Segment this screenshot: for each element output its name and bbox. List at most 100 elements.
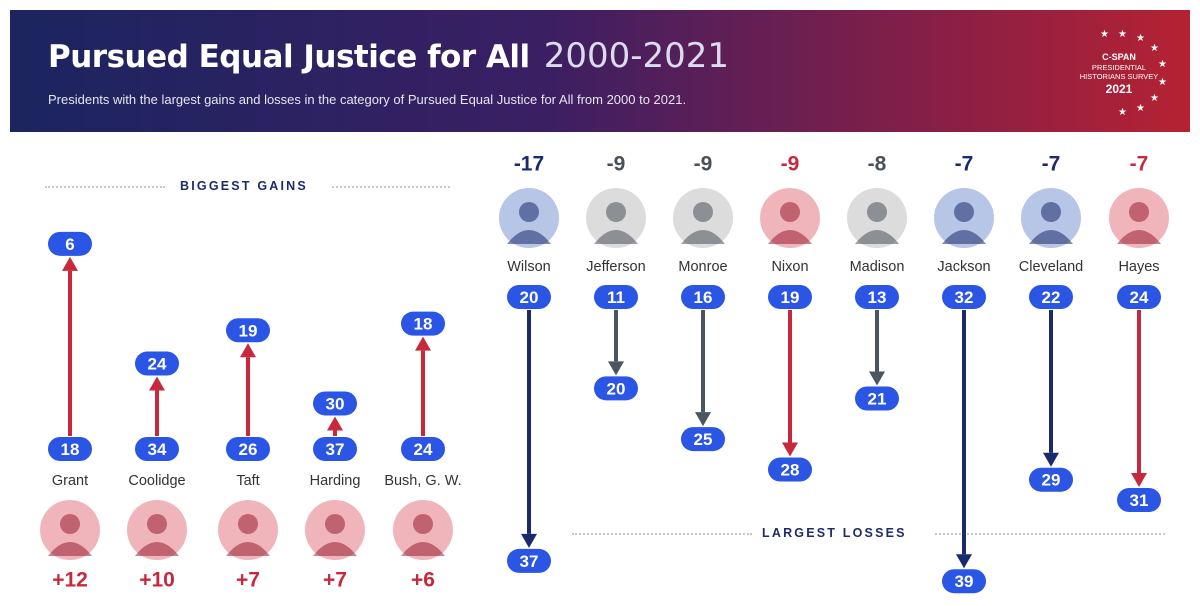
loss-president-name: Madison xyxy=(850,259,905,275)
loss-2021-rank-pill-value: 37 xyxy=(520,552,539,571)
loss-change-label: -9 xyxy=(781,153,800,176)
gains-section-label: BIGGEST GAINS xyxy=(170,179,318,193)
loss-arrow-head xyxy=(1043,452,1059,467)
loss-portrait xyxy=(847,188,907,248)
gain-2000-rank-pill xyxy=(48,437,92,461)
gain-2021-rank-pill xyxy=(401,311,445,336)
loss-2021-rank-pill xyxy=(681,427,725,452)
loss-portrait-shoulders xyxy=(855,230,899,244)
gain-2000-rank-pill xyxy=(401,437,445,461)
loss-arrow-head xyxy=(608,361,624,376)
logo-line-4: 2021 xyxy=(1105,82,1133,96)
loss-change-label: -17 xyxy=(514,153,544,176)
gain-2021-rank-pill-value: 18 xyxy=(414,315,433,334)
losses-divider-left xyxy=(572,533,752,535)
loss-2021-rank-pill xyxy=(507,548,551,573)
loss-2021-rank-pill-value: 31 xyxy=(1130,491,1149,510)
gain-portrait xyxy=(393,500,453,560)
loss-2000-rank-pill-value: 22 xyxy=(1042,288,1061,307)
gains-divider-right xyxy=(332,186,450,188)
gain-president-name: Bush, G. W. xyxy=(384,473,461,489)
loss-2000-rank-pill xyxy=(768,285,812,309)
loss-president-name: Monroe xyxy=(678,259,727,275)
loss-portrait-shoulders xyxy=(594,230,638,244)
loss-2000-rank-pill xyxy=(855,285,899,309)
loss-arrow-head xyxy=(1131,473,1147,487)
gain-change-label: +12 xyxy=(52,569,88,592)
gain-portrait-shoulders xyxy=(226,542,270,556)
gain-2000-rank-pill xyxy=(313,437,357,461)
gain-portrait-shoulders xyxy=(313,542,357,556)
star-icon: ★ xyxy=(1100,29,1109,40)
gain-arrow-head xyxy=(415,336,431,351)
gain-2021-rank-pill-value: 24 xyxy=(148,355,167,374)
gain-2000-rank-pill-value: 24 xyxy=(414,440,433,459)
gain-2021-rank-pill-value: 19 xyxy=(239,321,258,340)
loss-2021-rank-pill xyxy=(942,569,986,594)
gain-portrait-shoulders xyxy=(135,542,179,556)
star-icon: ★ xyxy=(1150,43,1159,54)
loss-2000-rank-pill-value: 13 xyxy=(868,288,887,307)
loss-2000-rank-pill-value: 24 xyxy=(1130,288,1149,307)
gain-president-name: Grant xyxy=(52,473,88,489)
loss-portrait xyxy=(1109,188,1169,248)
loss-arrow-head xyxy=(869,371,885,386)
logo-line-3: HISTORIANS SURVEY xyxy=(1079,72,1159,81)
loss-2000-rank-pill-value: 20 xyxy=(520,288,539,307)
gain-change-label: +7 xyxy=(323,569,347,592)
loss-president-name: Wilson xyxy=(507,259,551,275)
gain-portrait-shoulders xyxy=(401,542,445,556)
loss-portrait xyxy=(934,188,994,248)
loss-change-label: -9 xyxy=(694,153,713,176)
losses-section-label: LARGEST LOSSES xyxy=(752,526,917,540)
gain-arrow-head xyxy=(240,343,256,358)
title-text: Pursued Equal Justice for All xyxy=(48,39,530,75)
gain-portrait xyxy=(305,500,365,560)
gain-2021-rank-pill xyxy=(48,231,92,256)
loss-2021-rank-pill xyxy=(855,386,899,411)
loss-2000-rank-pill xyxy=(681,285,725,309)
loss-2000-rank-pill-value: 16 xyxy=(694,288,713,307)
gain-change-label: +7 xyxy=(236,569,260,592)
loss-change-label: -7 xyxy=(1042,153,1061,176)
loss-portrait-head xyxy=(519,202,539,222)
loss-president-name: Jackson xyxy=(937,259,990,275)
gain-2000-rank-pill xyxy=(135,437,179,461)
loss-portrait xyxy=(673,188,733,248)
loss-arrow-head xyxy=(521,533,537,548)
loss-2021-rank-pill-value: 29 xyxy=(1042,471,1061,490)
gain-change-label: +10 xyxy=(139,569,175,592)
loss-portrait-head xyxy=(780,202,800,222)
gain-portrait-shoulders xyxy=(48,542,92,556)
loss-arrow-head xyxy=(695,412,711,427)
loss-change-label: -7 xyxy=(1130,153,1149,176)
gain-2021-rank-pill-value: 6 xyxy=(65,235,74,254)
gain-president-name: Coolidge xyxy=(128,473,185,489)
logo-line-1: C-SPAN xyxy=(1102,52,1136,62)
loss-portrait-shoulders xyxy=(768,230,812,244)
loss-portrait-head xyxy=(954,202,974,222)
loss-2021-rank-pill xyxy=(1117,488,1161,512)
star-icon: ★ xyxy=(1136,103,1145,114)
page-subtitle: Presidents with the largest gains and lo… xyxy=(48,92,687,107)
loss-president-name: Nixon xyxy=(771,259,808,275)
gain-portrait-head xyxy=(325,514,345,534)
header-banner: Pursued Equal Justice for All 2000-2021 P… xyxy=(10,10,1190,132)
loss-2021-rank-pill-value: 28 xyxy=(781,461,800,480)
loss-2000-rank-pill-value: 32 xyxy=(955,288,974,307)
gain-2000-rank-pill-value: 37 xyxy=(326,440,345,459)
loss-2021-rank-pill xyxy=(594,376,638,401)
loss-portrait-head xyxy=(867,202,887,222)
loss-2000-rank-pill-value: 11 xyxy=(607,288,625,307)
logo-line-2: PRESIDENTIAL xyxy=(1091,63,1147,72)
loss-portrait-head xyxy=(1129,202,1149,222)
loss-portrait xyxy=(760,188,820,248)
loss-portrait-shoulders xyxy=(681,230,725,244)
loss-portrait xyxy=(586,188,646,248)
gain-arrow-head xyxy=(327,416,343,431)
gain-portrait-head xyxy=(147,514,167,534)
loss-portrait-shoulders xyxy=(507,230,551,244)
loss-portrait-head xyxy=(606,202,626,222)
loss-2000-rank-pill xyxy=(942,285,986,309)
loss-2000-rank-pill xyxy=(594,285,638,309)
